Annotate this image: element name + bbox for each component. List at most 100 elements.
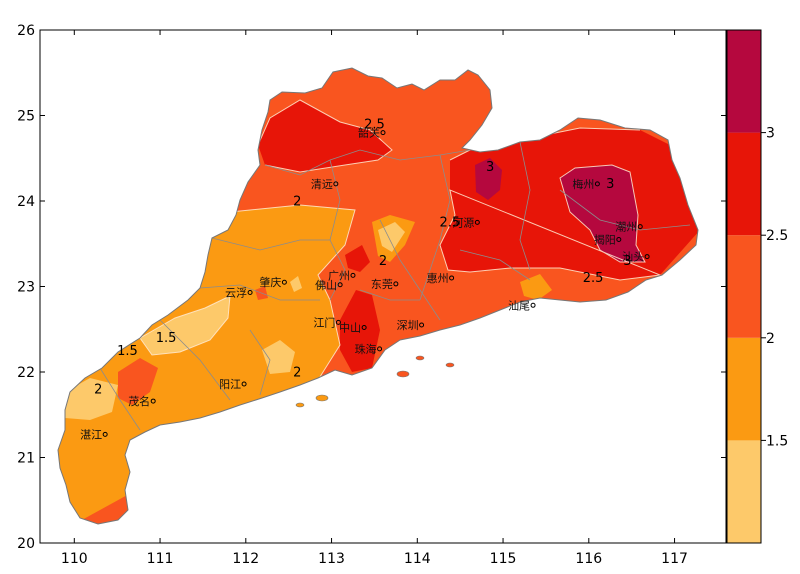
colorbar-label: 1.5 (766, 433, 788, 449)
lat-tick-label: 26 (17, 23, 35, 39)
city-dot (594, 181, 600, 187)
colorbar-label: 3 (766, 126, 775, 142)
city-dot (377, 346, 383, 352)
contour-label: 1.5 (117, 344, 138, 359)
lat-tick-label: 23 (17, 280, 35, 296)
contour-lines (58, 99, 662, 401)
city-dot (530, 302, 536, 308)
city-label: 揭阳 (594, 232, 616, 246)
contour-label: 2 (379, 254, 387, 269)
city-marker: 江门 (313, 315, 341, 329)
contour-label: 3 (606, 177, 614, 192)
city-dot (150, 398, 156, 404)
city-label: 汕头 (622, 251, 644, 264)
band-2.5-3-gz (345, 245, 370, 272)
city-dot (419, 322, 425, 328)
city-dot (333, 181, 339, 187)
band-below-1.5-zhanjiang (60, 378, 118, 420)
city-dot (241, 381, 247, 387)
boundaries (99, 141, 691, 431)
city-marker: 河源 (452, 215, 480, 229)
colorbar-segment (727, 337, 761, 441)
band-above-3-meizhou (560, 165, 645, 262)
city-dot (644, 254, 650, 260)
contour-label: 2 (94, 382, 102, 397)
contour-label: 3 (486, 160, 494, 175)
band-2.5-3-zhongshan (340, 290, 380, 372)
city-dot (335, 319, 341, 325)
colorbar-border (726, 29, 762, 544)
city-label: 江门 (313, 315, 335, 329)
colorbar-label: 2 (766, 331, 775, 347)
lon-tick-label: 113 (318, 551, 345, 567)
city-dot (393, 281, 399, 287)
city-label: 梅州 (572, 177, 594, 191)
city-dot (637, 224, 643, 230)
lon-tick-label: 115 (490, 551, 517, 567)
city-marker: 珠海 (355, 342, 383, 356)
colorbar-segment (727, 132, 761, 236)
city-marker: 中山 (339, 322, 367, 335)
city-label: 潮州 (615, 220, 637, 234)
city-marker: 佛山 (315, 279, 343, 292)
city-marker: 肇庆 (259, 275, 287, 289)
colorbar-segment (727, 235, 761, 338)
lon-tick-label: 111 (147, 551, 174, 567)
city-marker: 韶关 (358, 126, 386, 140)
city-dot (361, 325, 367, 331)
city-label: 东莞 (371, 278, 393, 291)
band-2.5-3-north (258, 100, 392, 172)
city-marker: 湛江 (80, 428, 108, 441)
lat-tick-label: 20 (17, 536, 35, 552)
city-label: 汕尾 (508, 299, 530, 312)
city-label: 佛山 (315, 279, 337, 292)
city-marker: 揭阳 (594, 232, 622, 246)
band-below-1.5-jiangmen (262, 340, 295, 374)
city-dot (247, 289, 253, 295)
colorbar-segment (727, 30, 761, 133)
lon-tick-label: 114 (404, 551, 431, 567)
city-marker: 阳江 (219, 378, 247, 391)
contour-label: 2 (293, 365, 301, 380)
city-marker: 汕尾 (508, 299, 536, 312)
band-below-1.5-yunfu (140, 296, 230, 355)
city-label: 湛江 (80, 428, 102, 441)
city-label: 深圳 (397, 319, 419, 332)
city-dot (380, 130, 386, 136)
lat-tick-label: 21 (17, 451, 35, 467)
lat-tick-label: 25 (17, 109, 35, 125)
city-label: 肇庆 (259, 275, 281, 289)
lon-tick-label: 117 (661, 551, 688, 567)
band-1.5-2-shanwei (520, 274, 552, 300)
city-marker: 潮州 (615, 220, 643, 234)
contour-labels: 2.5 2 2.5 2 3 3 2.5 3 1.5 1.5 2 2 (94, 117, 631, 397)
islands (295, 355, 455, 408)
city-marker: 惠州 (427, 271, 455, 285)
city-label: 清远 (311, 178, 333, 191)
city-label: 珠海 (355, 342, 377, 356)
city-marker: 梅州 (572, 177, 600, 191)
city-marker: 汕头 (622, 251, 650, 264)
city-marker: 清远 (311, 178, 339, 191)
city-label: 中山 (339, 322, 361, 335)
contour-label: 3 (623, 254, 631, 269)
band-2-2.5-maoming (118, 358, 158, 405)
city-marker: 云浮 (225, 286, 253, 299)
lon-tick-label: 116 (575, 551, 602, 567)
band-below-1.5-small (290, 276, 302, 292)
city-label: 韶关 (358, 126, 380, 140)
city-dot (474, 219, 480, 225)
contour-label: 2 (293, 194, 301, 209)
city-marker: 东莞 (371, 278, 399, 291)
colorbar: 1.5 2 2.5 3 (726, 29, 788, 544)
colorbar-label: 2.5 (766, 228, 788, 244)
lon-tick-label: 110 (61, 551, 88, 567)
city-marker: 广州 (328, 269, 356, 282)
lat-tick-label: 24 (17, 194, 35, 210)
city-dot (102, 431, 108, 437)
city-label: 河源 (452, 215, 474, 229)
colorbar-segment (727, 440, 761, 543)
